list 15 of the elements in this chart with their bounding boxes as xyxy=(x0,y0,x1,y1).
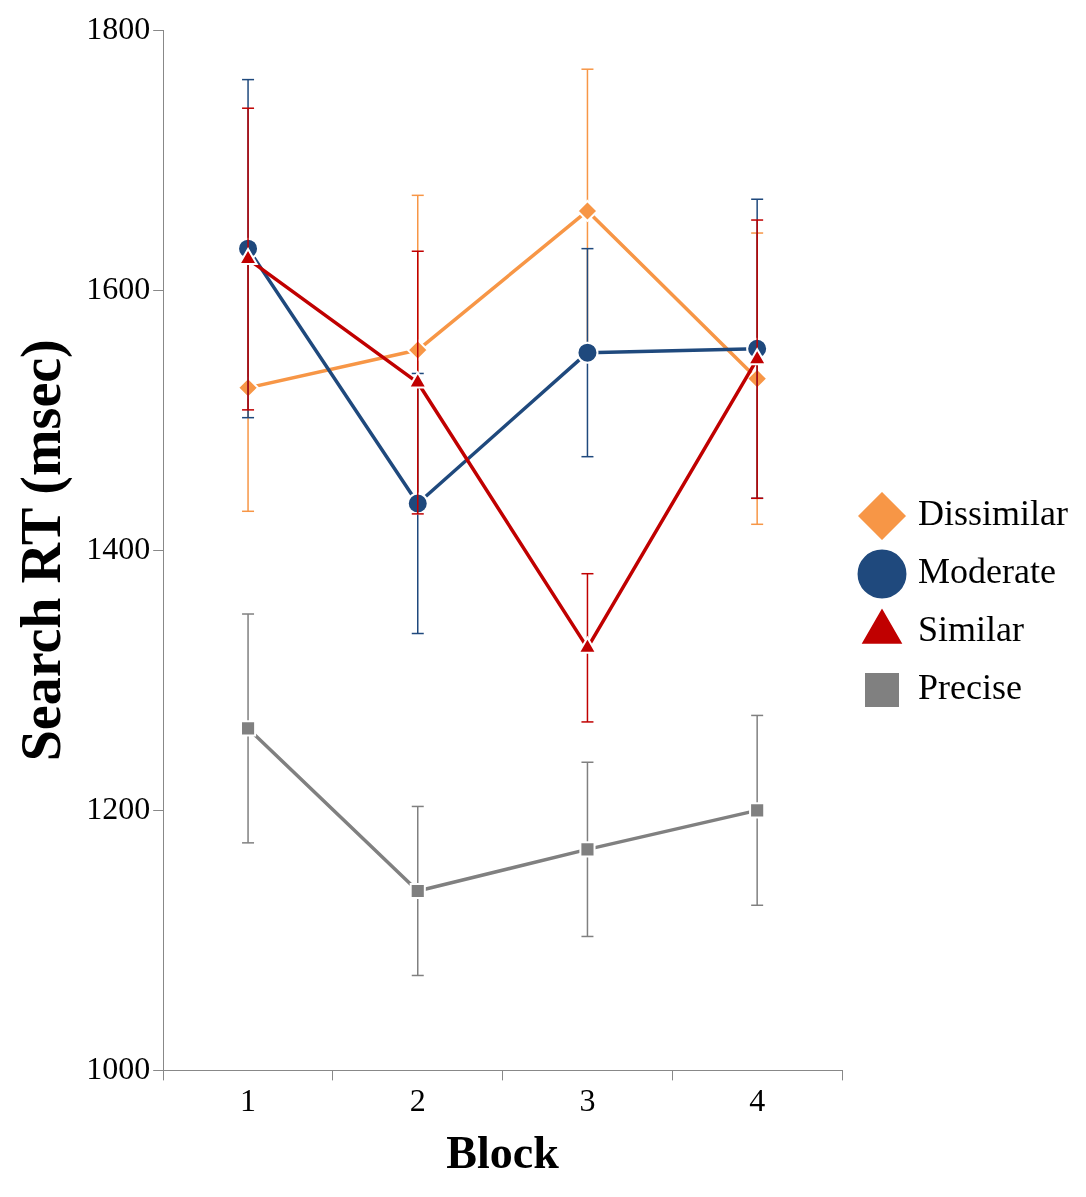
x-tick-label: 2 xyxy=(409,1082,426,1119)
y-tick-label: 1600 xyxy=(86,269,151,306)
legend-label: Precise xyxy=(918,667,1022,708)
x-tick-label: 3 xyxy=(579,1082,596,1119)
y-axis-title: Search RT (msec) xyxy=(10,339,74,762)
legend-label: Dissimilar xyxy=(918,493,1069,534)
x-tick-label: 4 xyxy=(749,1082,766,1119)
x-tick-label: 1 xyxy=(240,1082,257,1119)
legend-label: Moderate xyxy=(918,551,1056,592)
y-tick-label: 1800 xyxy=(86,9,151,46)
y-tick-label: 1000 xyxy=(86,1049,151,1086)
legend-label: Similar xyxy=(918,609,1025,650)
y-tick-label: 1400 xyxy=(86,529,151,566)
y-tick-label: 1200 xyxy=(86,789,151,826)
x-axis-title: Block xyxy=(446,1127,560,1179)
